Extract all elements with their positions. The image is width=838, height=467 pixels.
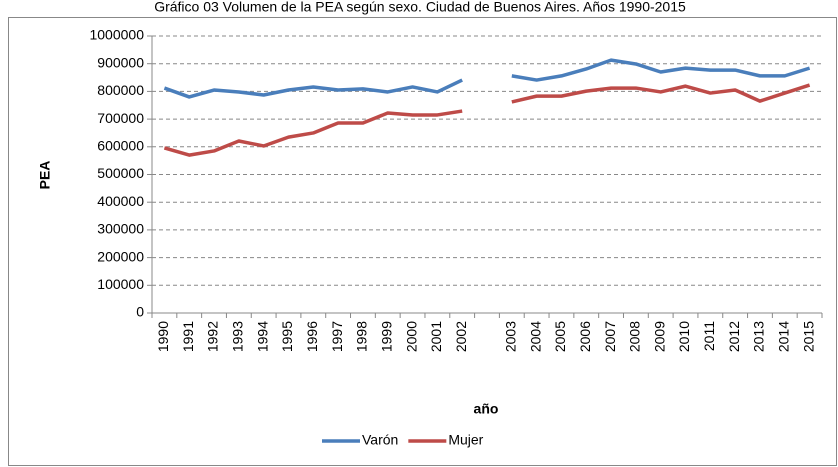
x-tick-label: 2014: [775, 321, 791, 352]
x-tick-label: 2000: [403, 321, 419, 352]
x-tick-label: 2005: [552, 321, 568, 352]
x-tick-label: 2006: [577, 321, 593, 352]
y-tick-label: 900000: [97, 54, 144, 70]
x-tick-label: 2007: [602, 321, 618, 352]
y-axis-label: PEA: [37, 161, 53, 190]
x-tick-label: 2010: [676, 321, 692, 352]
x-tick-label: 1998: [354, 321, 370, 352]
x-axis-label: año: [474, 401, 499, 417]
x-tick-label: 2011: [701, 321, 717, 351]
y-tick-label: 800000: [97, 82, 144, 98]
x-tick-label: 1990: [155, 321, 171, 352]
y-tick-label: 0: [136, 304, 144, 320]
x-tick-label: 1996: [304, 321, 320, 352]
series-line: [163, 83, 811, 157]
x-tick-label: 1994: [254, 321, 270, 352]
y-tick-label: 600000: [97, 138, 144, 154]
y-tick-label: 300000: [97, 221, 144, 237]
x-tick-label: 2002: [453, 321, 469, 352]
x-tick-label: 2003: [503, 321, 519, 352]
y-tick-label: 500000: [97, 165, 144, 181]
series-line: [163, 58, 811, 99]
y-tick-label: 200000: [97, 248, 144, 264]
x-tick-label: 1993: [230, 321, 246, 352]
x-tick-label: 1999: [378, 321, 394, 352]
x-tick-label: 2004: [527, 321, 543, 352]
chart-title: Gráfico 03 Volumen de la PEA según sexo.…: [154, 0, 686, 15]
x-tick-label: 1997: [329, 321, 345, 352]
y-tick-label: 400000: [97, 193, 144, 209]
x-tick-label: 2008: [627, 321, 643, 352]
x-tick-label: 2015: [800, 321, 816, 352]
x-tick-label: 1995: [279, 321, 295, 352]
x-tick-label: 2001: [428, 321, 444, 352]
y-tick-label: 100000: [97, 276, 144, 292]
y-tick-label: 1000000: [89, 27, 144, 43]
y-tick-label: 700000: [97, 110, 144, 126]
chart-frame: [8, 17, 837, 466]
x-tick-label: 2009: [651, 321, 667, 352]
x-tick-label: 1991: [180, 321, 196, 352]
x-tick-label: 2013: [751, 321, 767, 352]
x-tick-label: 1992: [205, 321, 221, 352]
legend-label: Varón: [362, 432, 398, 448]
x-tick-label: 2012: [726, 321, 742, 352]
legend-label: Mujer: [448, 432, 483, 448]
